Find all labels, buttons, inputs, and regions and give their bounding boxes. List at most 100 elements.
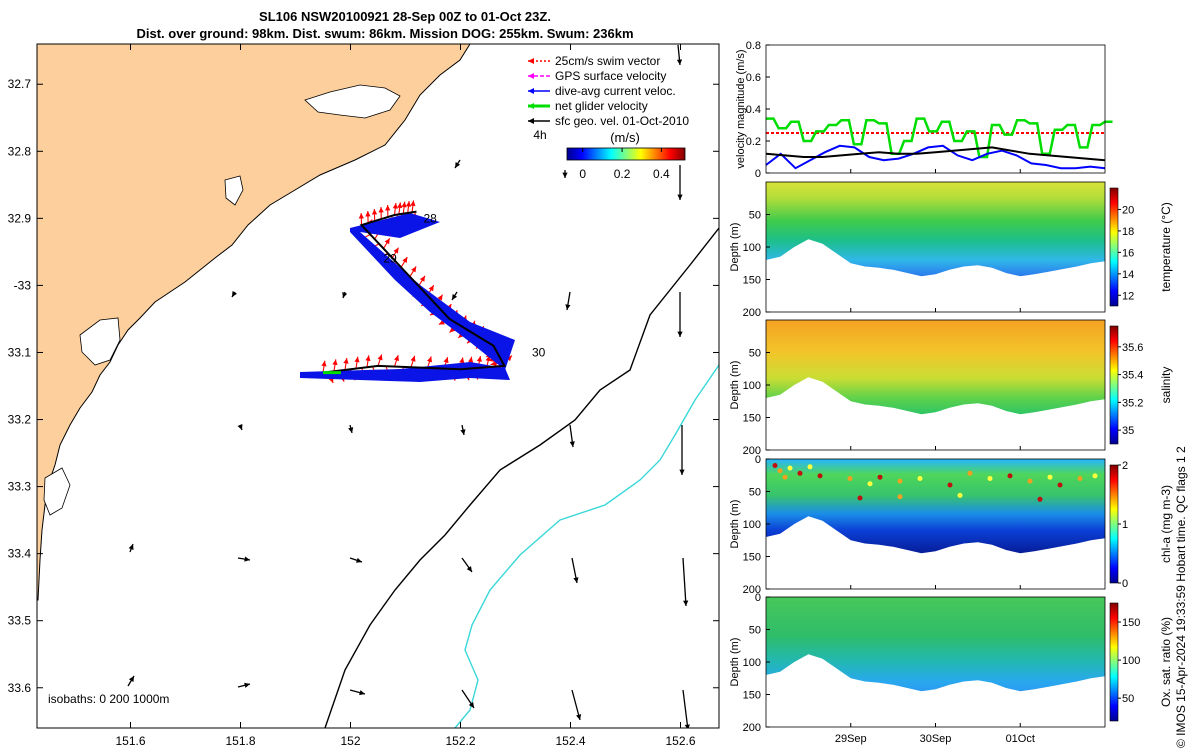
y-tick-label: 100 xyxy=(743,380,761,392)
y-axis-label: Depth (m) xyxy=(729,223,741,272)
chl-sample xyxy=(778,468,783,473)
panel-colorbar xyxy=(1110,603,1118,721)
chl-sample xyxy=(858,496,863,501)
chl-sample xyxy=(898,494,903,499)
section-fill xyxy=(766,182,1105,312)
time-tick-label: 30Sep xyxy=(920,733,952,745)
section-fill xyxy=(766,320,1105,450)
colorbar-tick-label: 150 xyxy=(1122,617,1140,629)
time-tick-label: 01Oct xyxy=(1006,733,1035,745)
colorbar-tick-label: 20 xyxy=(1122,204,1134,216)
title-line-1: SL106 NSW20100921 28-Sep 00Z to 01-Oct 2… xyxy=(259,9,551,24)
y-tick-label: 100 xyxy=(743,657,761,669)
colorbar-tick-label: 0 xyxy=(1122,578,1128,590)
chl-sample xyxy=(773,463,778,468)
colorbar-tick-label: 35.6 xyxy=(1122,342,1143,354)
day-label: 30 xyxy=(532,345,546,359)
colorbar-tick-label: 50 xyxy=(1122,693,1134,705)
chl-sample xyxy=(798,471,803,476)
chl-sample xyxy=(1078,476,1083,481)
chl-sample xyxy=(808,464,813,469)
map-y-tick-label: 32.7 xyxy=(8,77,32,91)
y-axis-label: Depth (m) xyxy=(729,361,741,410)
series-surface-geostrophic-velocity xyxy=(766,147,1105,160)
colorbar-unit-label: (m/s) xyxy=(610,130,640,145)
y-axis-label: Depth (m) xyxy=(729,638,741,687)
section-fill xyxy=(766,597,1105,727)
chl-sample xyxy=(948,483,953,488)
map-x-tick-label: 152 xyxy=(340,734,360,748)
legend-label: 25cm/s swim vector xyxy=(555,54,660,68)
colorbar-time-label: 4h xyxy=(533,128,546,142)
map-y-tick-label: 33.6 xyxy=(8,681,32,695)
panel-colorbar xyxy=(1110,188,1118,306)
time-tick-label: 29Sep xyxy=(835,733,867,745)
y-tick-label: 150 xyxy=(743,275,761,287)
map-colorbar-tick-label: 0.2 xyxy=(614,167,631,181)
colorbar-tick-label: 1 xyxy=(1122,519,1128,531)
y-tick-label: 100 xyxy=(743,519,761,531)
y-tick-label: 0 xyxy=(755,168,761,180)
colorbar-tick-label: 14 xyxy=(1122,269,1134,281)
map-x-tick-label: 152.4 xyxy=(555,734,585,748)
y-axis-label: Depth (m) xyxy=(729,500,741,549)
map-y-tick-label: 33.3 xyxy=(8,480,32,494)
colorbar-label: chl-a (mg m-3) xyxy=(1159,485,1173,563)
panel-colorbar xyxy=(1110,326,1118,444)
map-colorbar-tick-label: 0.4 xyxy=(653,167,670,181)
chl-sample xyxy=(848,476,853,481)
chl-sample xyxy=(988,476,993,481)
colorbar-tick-label: 35.2 xyxy=(1122,397,1143,409)
colorbar-tick-label: 100 xyxy=(1122,655,1140,667)
chl-sample xyxy=(918,476,923,481)
map-colorbar xyxy=(567,148,685,160)
colorbar-tick-label: 35 xyxy=(1122,425,1134,437)
map-x-tick-label: 152.2 xyxy=(445,734,475,748)
colorbar-label: temperature (°C) xyxy=(1159,202,1173,292)
y-tick-label: 150 xyxy=(743,413,761,425)
chl-sample xyxy=(1058,483,1063,488)
colorbar-label: Ox. sat. ratio (%) xyxy=(1159,617,1173,707)
map-y-tick-label: 33.4 xyxy=(8,547,32,561)
y-axis-label: velocity magnitude (m/s) xyxy=(735,49,747,168)
chl-sample xyxy=(1008,473,1013,478)
legend-label: dive-avg current veloc. xyxy=(555,84,676,98)
chl-sample xyxy=(1028,479,1033,484)
legend-label: GPS surface velocity xyxy=(555,69,666,83)
y-tick-label: 50 xyxy=(749,487,761,499)
legend-label: sfc geo. vel. 01-Oct-2010 xyxy=(555,114,689,128)
y-tick-label: 50 xyxy=(749,625,761,637)
y-tick-label: 0.6 xyxy=(746,72,761,84)
title-line-2: Dist. over ground: 98km. Dist. swum: 86k… xyxy=(136,26,633,41)
y-tick-label: 0 xyxy=(755,454,761,466)
map-x-tick-label: 151.8 xyxy=(225,734,255,748)
chl-sample xyxy=(1093,473,1098,478)
section-fill xyxy=(766,459,1105,589)
day-label: 28 xyxy=(424,211,438,225)
y-tick-label: 150 xyxy=(743,690,761,702)
chl-sample xyxy=(1038,497,1043,502)
y-tick-label: 0.4 xyxy=(746,104,761,116)
map-y-tick-label: 33.2 xyxy=(8,413,32,427)
chl-sample xyxy=(898,479,903,484)
map-y-tick-label: 32.8 xyxy=(8,144,32,158)
chl-sample xyxy=(1048,475,1053,480)
map-x-tick-label: 152.6 xyxy=(665,734,695,748)
y-tick-label: 0 xyxy=(755,592,761,604)
y-tick-label: 50 xyxy=(749,210,761,222)
chl-sample xyxy=(788,466,793,471)
isobath-label: isobaths: 0 200 1000m xyxy=(48,692,169,706)
y-tick-label: 0.2 xyxy=(746,136,761,148)
panel-frame xyxy=(766,45,1105,173)
colorbar-tick-label: 2 xyxy=(1122,460,1128,472)
y-tick-label: 0.8 xyxy=(746,40,761,52)
y-tick-label: 200 xyxy=(743,307,761,319)
